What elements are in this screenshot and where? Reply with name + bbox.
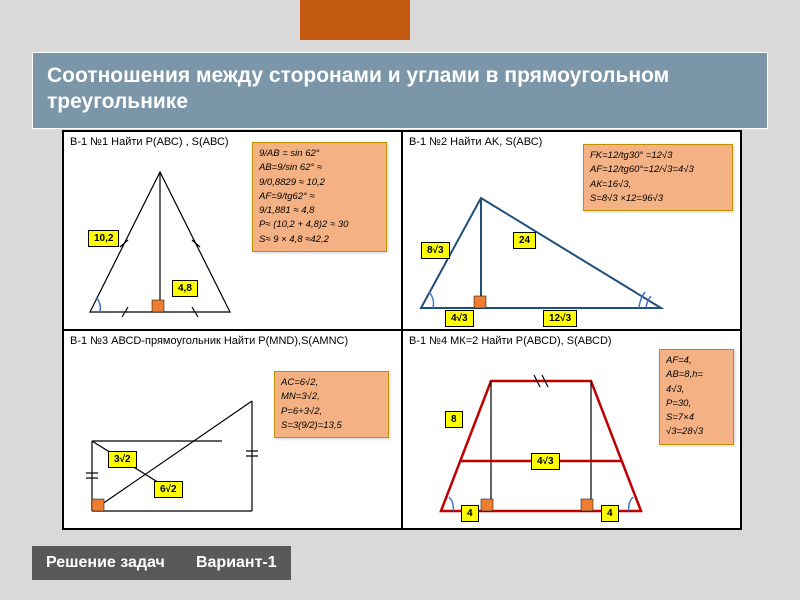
badge-4a: 8 — [445, 411, 463, 428]
task-3: В-1 №3 АВСD-прямоугольник Найти P(МND),S… — [70, 335, 348, 348]
badge-2a: 8√3 — [421, 242, 450, 259]
badge-1b: 4,8 — [172, 280, 198, 297]
task-4: В-1 №4 MК=2 Найти Р(АВСD), S(АВСD) — [409, 335, 612, 348]
problems-grid: В-1 №1 Найти P(АВС) , S(АВС) 9/AB = sin … — [62, 130, 742, 530]
badge-4d: 4 — [601, 505, 619, 522]
rect-3 — [72, 381, 272, 521]
solution-1: 9/AB = sin 62°AB=9/sin 62° ≈9/0,8829 ≈ 1… — [252, 142, 387, 252]
solution-2: FK=12/tg30° =12√3AF=12/tg60°=12/√3=4√3АК… — [583, 144, 733, 211]
cell-3: В-1 №3 АВСD-прямоугольник Найти P(МND),S… — [63, 330, 402, 529]
slide-title: Соотношения между сторонами и углами в п… — [32, 52, 768, 129]
task-2: В-1 №2 Найти АK, S(АВС) — [409, 136, 542, 149]
cell-4: В-1 №4 MК=2 Найти Р(АВСD), S(АВСD) AF=4,… — [402, 330, 741, 529]
footer-right: Вариант-1 — [196, 554, 277, 571]
badge-3a: 3√2 — [108, 451, 137, 468]
footer: Решение задач Вариант-1 — [32, 546, 291, 580]
footer-left: Решение задач — [46, 554, 165, 571]
badge-2d: 12√3 — [543, 310, 577, 327]
solution-4: AF=4,АВ=8,h=4√3,P=30,S=7×4√3=28√3 — [659, 349, 734, 445]
task-1: В-1 №1 Найти P(АВС) , S(АВС) — [70, 136, 229, 149]
cell-2: В-1 №2 Найти АK, S(АВС) FK=12/tg30° =12√… — [402, 131, 741, 330]
title-text: Соотношения между сторонами и углами в п… — [47, 63, 753, 116]
badge-2b: 24 — [513, 232, 536, 249]
accent-bar — [300, 0, 410, 40]
cell-1: В-1 №1 Найти P(АВС) , S(АВС) 9/AB = sin … — [63, 131, 402, 330]
solution-3: AC=6√2,MN=3√2,P=6+3√2,S=3(9/2)=13,5 — [274, 371, 389, 438]
trapezoid-4 — [411, 361, 671, 521]
badge-2c: 4√3 — [445, 310, 474, 327]
badge-4c: 4 — [461, 505, 479, 522]
badge-3b: 6√2 — [154, 481, 183, 498]
badge-4b: 4√3 — [531, 453, 560, 470]
badge-1a: 10,2 — [88, 230, 119, 247]
